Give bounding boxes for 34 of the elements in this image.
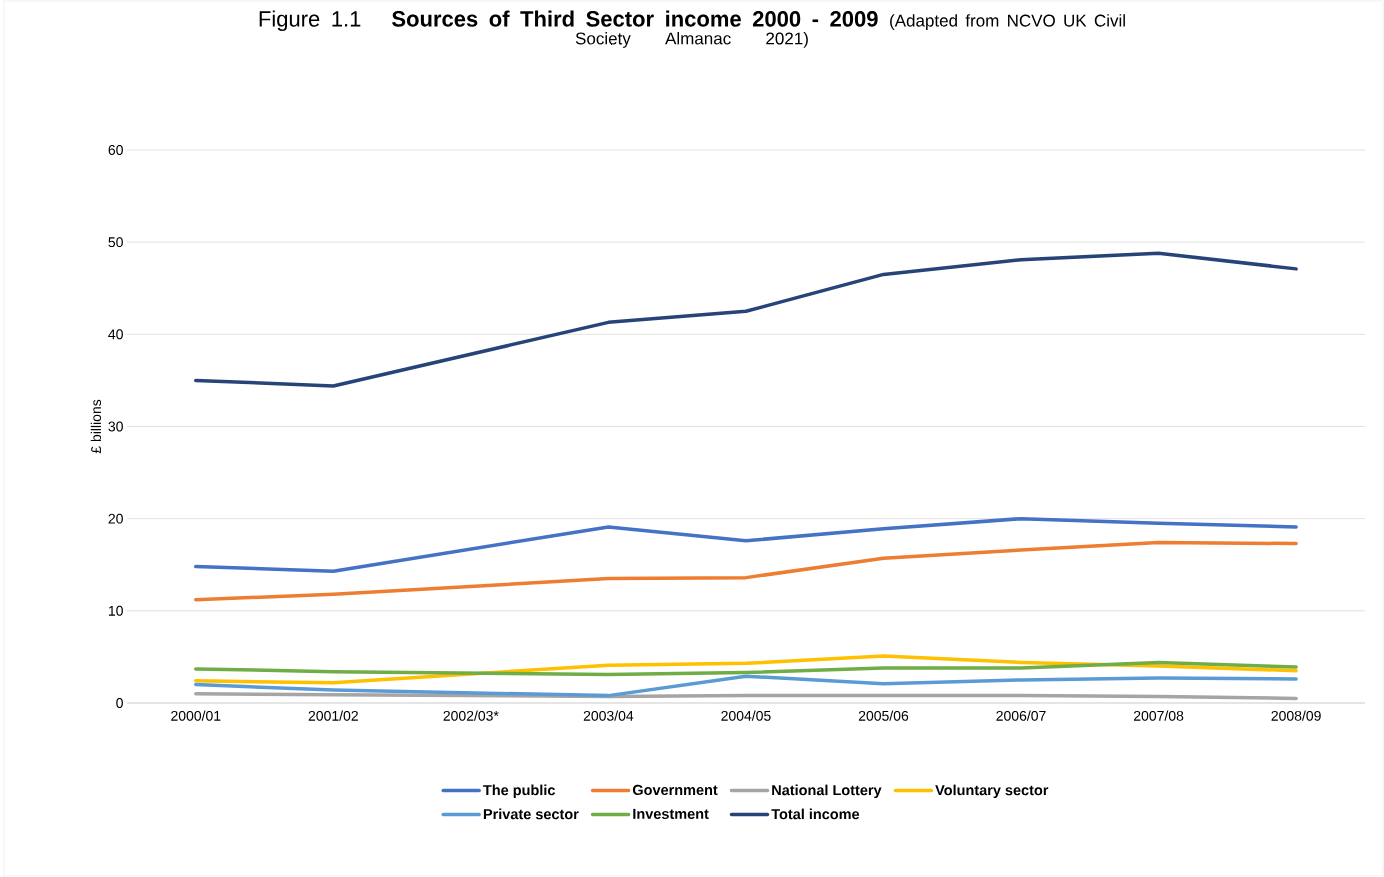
legend-label: The public	[483, 784, 556, 799]
y-tick-label: 60	[108, 145, 123, 155]
y-tick-label: 20	[108, 513, 123, 524]
legend-label: Total income	[771, 808, 860, 820]
x-tick-label: 2003/04	[583, 710, 634, 721]
x-tick-label: 2004/05	[721, 710, 771, 721]
y-tick-label: 10	[108, 605, 123, 616]
legend-label: Investment	[633, 808, 709, 819]
x-tick-label: 2000/01	[171, 710, 221, 721]
x-tick-label: 2001/02	[308, 710, 358, 721]
chart-title: Sources of Third Sector income 2000 - 2009	[392, 10, 878, 27]
line-series	[194, 674, 1298, 698]
line-series	[194, 251, 1298, 388]
line-series	[194, 540, 1298, 602]
legend-label: Government	[632, 784, 718, 796]
legend-label: Private sector	[483, 808, 579, 820]
x-tick-label: 2008/09	[1271, 710, 1321, 721]
x-tick-label: 2005/06	[858, 710, 909, 721]
y-tick-label: 40	[108, 329, 123, 340]
text: (Adapted from NCVO UK Civil	[890, 14, 1125, 30]
y-axis-title: £ billions	[90, 399, 102, 454]
y-tick-label: 50	[108, 237, 123, 248]
y-tick-label: 30	[108, 421, 123, 432]
y-tick-label: 0	[116, 698, 123, 708]
x-tick-label: 2002/03*	[443, 710, 499, 721]
legend-label: National Lottery	[772, 784, 882, 799]
x-tick-label: 2006/07	[996, 710, 1046, 721]
line-series	[194, 654, 1298, 685]
line-series	[194, 660, 1298, 677]
line-series	[194, 516, 1298, 573]
x-tick-label: 2007/08	[1133, 710, 1184, 721]
text: Society Almanac 2021)	[575, 32, 808, 48]
caption: Figure 1.1	[259, 10, 361, 32]
legend-label: Voluntary sector	[935, 784, 1049, 799]
